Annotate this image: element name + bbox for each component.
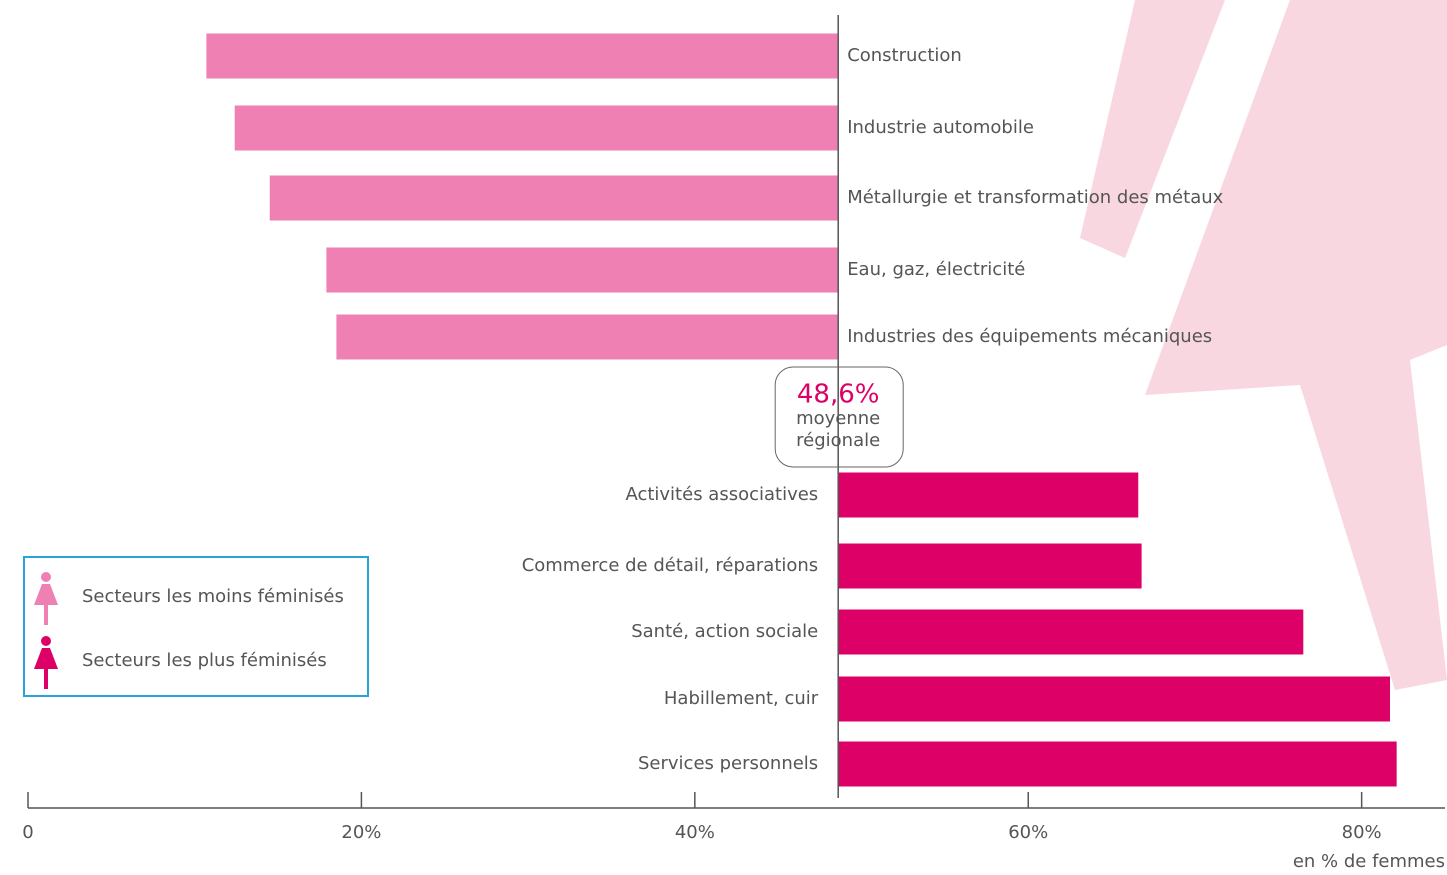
legend-label: Secteurs les moins féminisés: [82, 586, 344, 607]
x-tick-label: 60%: [1008, 822, 1048, 843]
bar: [235, 106, 838, 151]
bar: [336, 315, 838, 360]
category-label: Industrie automobile: [847, 117, 1034, 138]
icon-legs: [44, 669, 48, 689]
bar: [838, 473, 1138, 518]
category-label: Eau, gaz, électricité: [847, 259, 1025, 280]
icon-head: [41, 572, 51, 582]
category-label: Habillement, cuir: [664, 688, 819, 709]
legend-box: [24, 557, 368, 696]
bar: [206, 34, 838, 79]
icon-head: [41, 636, 51, 646]
x-axis-label: en % de femmes: [1293, 851, 1445, 872]
bar: [838, 742, 1396, 787]
category-label: Activités associatives: [625, 484, 818, 505]
bar: [270, 176, 838, 221]
bar: [838, 610, 1303, 655]
chart: en % de femmes 0 20% 40% 60% 80% Construction…: [0, 0, 1447, 875]
category-label: Services personnels: [638, 753, 818, 774]
bar: [838, 677, 1390, 722]
legend-label: Secteurs les plus féminisés: [82, 650, 327, 671]
average-label: moyenne: [796, 408, 880, 429]
category-label: Construction: [847, 45, 962, 66]
average-value: 48,6%: [797, 380, 880, 410]
x-tick-label: 40%: [675, 822, 715, 843]
x-tick-label: 80%: [1342, 822, 1382, 843]
average-label: régionale: [796, 430, 880, 451]
x-tick-label: 0: [22, 822, 33, 843]
x-tick-label: 20%: [341, 822, 381, 843]
figure-arm: [1080, 0, 1225, 258]
category-label: Métallurgie et transformation des métaux: [847, 187, 1223, 208]
bar: [838, 544, 1141, 589]
category-label: Industries des équipements mécaniques: [847, 326, 1212, 347]
category-label: Santé, action sociale: [631, 621, 818, 642]
category-label: Commerce de détail, réparations: [522, 555, 819, 576]
icon-legs: [44, 605, 48, 625]
bar: [326, 248, 838, 293]
